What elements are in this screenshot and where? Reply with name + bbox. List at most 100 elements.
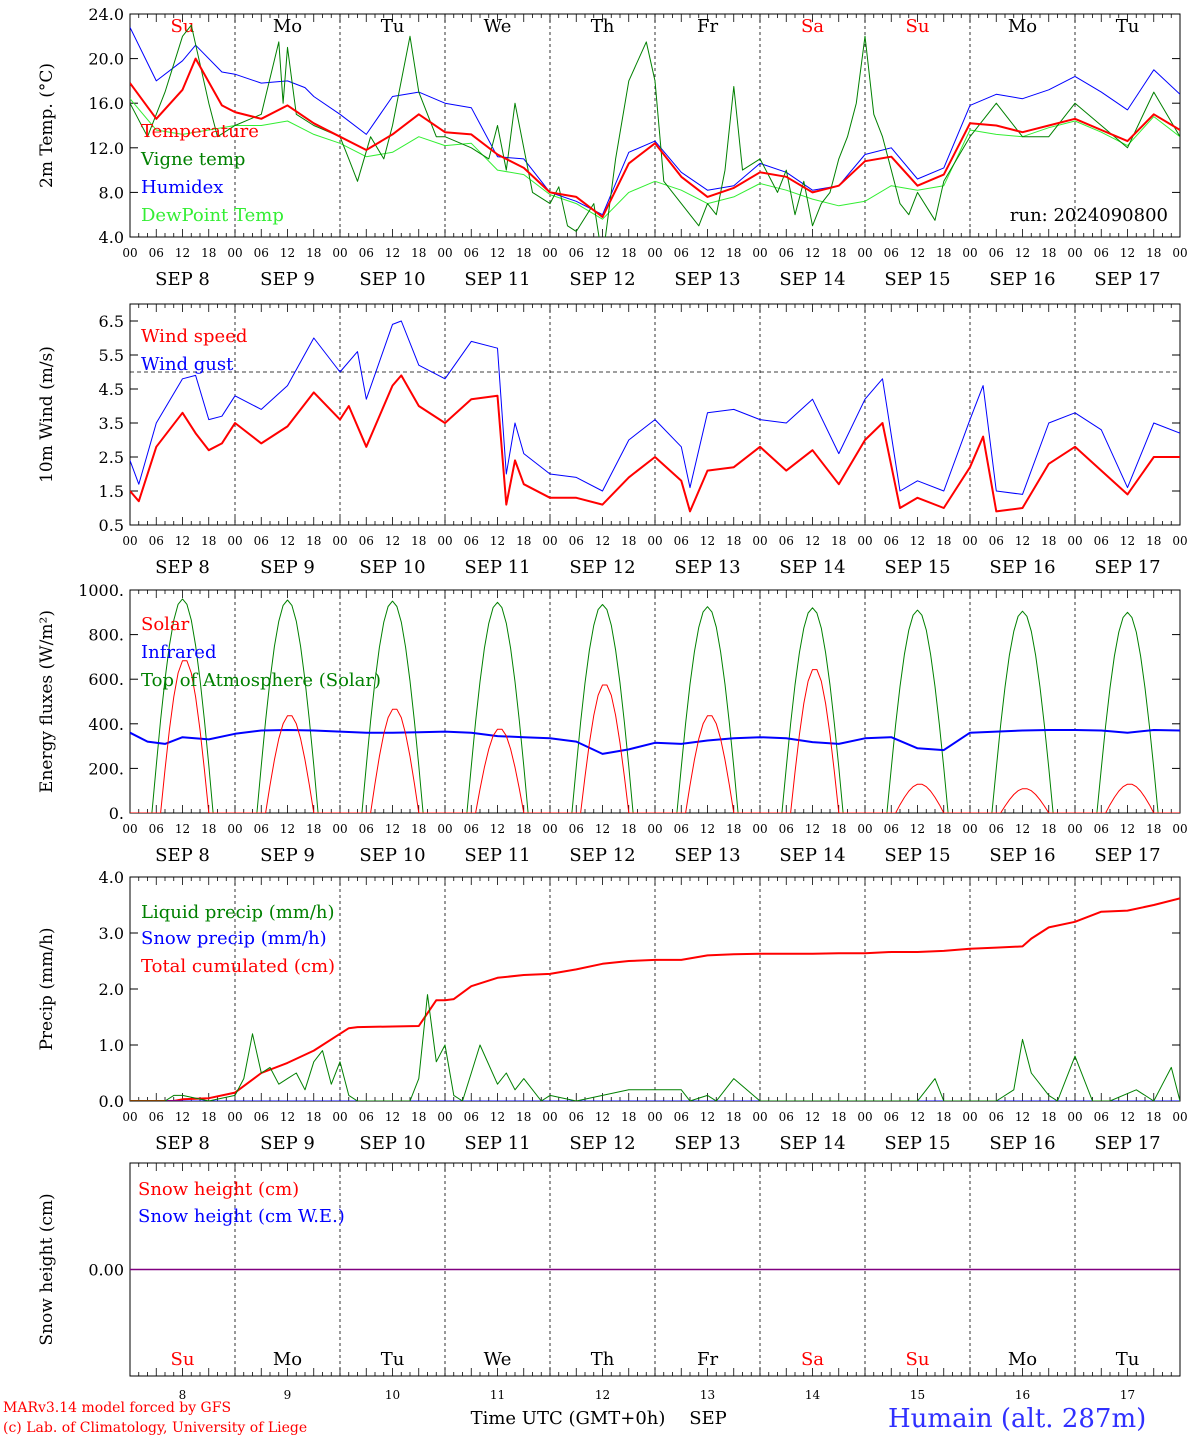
hour-tick-label: 00: [962, 1110, 977, 1124]
hour-tick-label: 18: [1146, 246, 1161, 260]
hour-tick-label: 06: [1094, 246, 1109, 260]
hour-tick-label: 18: [831, 1110, 846, 1124]
hour-tick-label: 12: [700, 534, 715, 548]
hour-tick-label: 00: [752, 246, 767, 260]
date-label: SEP 12: [569, 557, 635, 578]
hour-tick-label: 18: [831, 822, 846, 836]
hour-tick-label: 18: [1041, 822, 1056, 836]
date-label: SEP 12: [569, 845, 635, 866]
y-tick-label: 12.0: [88, 139, 124, 158]
series-line: [130, 27, 1180, 216]
series-line: [130, 57, 1180, 218]
hour-tick-label: 18: [831, 534, 846, 548]
hour-tick-label: 12: [805, 822, 820, 836]
y-tick-label: 600.: [88, 670, 124, 689]
hour-tick-label: 18: [936, 246, 951, 260]
date-label: SEP 8: [155, 845, 210, 866]
day-number-label: 14: [805, 1388, 821, 1402]
weekday-label: Tu: [1116, 16, 1140, 37]
date-label: SEP 11: [464, 557, 530, 578]
hour-tick-label: 06: [254, 534, 269, 548]
hour-tick-label: 18: [936, 1110, 951, 1124]
hour-tick-label: 18: [516, 534, 531, 548]
weekday-label: Su: [906, 1349, 930, 1370]
hour-tick-label: 06: [149, 534, 164, 548]
hour-tick-label: 18: [621, 246, 636, 260]
date-label: SEP 11: [464, 845, 530, 866]
y-axis-label: Precip (mm/h): [37, 927, 57, 1050]
hour-tick-label: 12: [175, 534, 190, 548]
hour-tick-label: 06: [149, 1110, 164, 1124]
weekday-label: Sa: [801, 16, 824, 37]
date-label: SEP 9: [260, 845, 315, 866]
hour-tick-label: 06: [254, 822, 269, 836]
hour-tick-label: 18: [516, 1110, 531, 1124]
hour-tick-label: 00: [542, 1110, 557, 1124]
hour-tick-label: 12: [910, 822, 925, 836]
date-label: SEP 10: [359, 269, 425, 290]
y-tick-label: 3.5: [99, 414, 124, 433]
hour-tick-label: 00: [752, 1110, 767, 1124]
hour-tick-label: 00: [752, 822, 767, 836]
legend-entry: Wind gust: [141, 354, 234, 375]
y-tick-label: 16.0: [88, 94, 124, 113]
date-label: SEP 11: [464, 1133, 530, 1154]
hour-tick-label: 06: [1094, 534, 1109, 548]
x-axis-month: SEP: [689, 1408, 727, 1429]
y-axis-label: Snow height (cm): [37, 1193, 57, 1345]
weekday-label: Mo: [273, 16, 302, 37]
hour-tick-label: 18: [411, 1110, 426, 1124]
hour-tick-label: 18: [1146, 534, 1161, 548]
hour-tick-label: 06: [674, 534, 689, 548]
hour-tick-label: 18: [936, 534, 951, 548]
legend-entry: Top of Atmosphere (Solar): [141, 670, 381, 691]
weekday-label: We: [484, 16, 512, 37]
hour-tick-label: 12: [1015, 534, 1030, 548]
hour-tick-label: 00: [227, 534, 242, 548]
date-label: SEP 14: [779, 269, 845, 290]
y-tick-label: 3.0: [99, 924, 124, 943]
hour-tick-label: 06: [569, 534, 584, 548]
hour-tick-label: 18: [621, 1110, 636, 1124]
legend-entry: Total cumulated (cm): [141, 956, 335, 977]
hour-tick-label: 00: [647, 822, 662, 836]
hour-tick-label: 12: [280, 534, 295, 548]
chart-panel-4: 0.0 1.0 2.0 3.0 4.0 Precip (mm/h) 00 06 12 18 00 06…: [37, 868, 1188, 1154]
weekday-label: Fr: [697, 16, 718, 37]
hour-tick-label: 12: [175, 246, 190, 260]
date-label: SEP 14: [779, 845, 845, 866]
hour-tick-label: 06: [884, 822, 899, 836]
hour-tick-label: 12: [595, 246, 610, 260]
hour-tick-label: 18: [726, 1110, 741, 1124]
hour-tick-label: 00: [1172, 246, 1187, 260]
hour-tick-label: 18: [621, 822, 636, 836]
hour-tick-label: 12: [805, 1110, 820, 1124]
footer-model-credit: MARv3.14 model forced by GFS: [3, 1400, 232, 1416]
legend-entry: Humidex: [141, 177, 223, 198]
hour-tick-label: 12: [700, 822, 715, 836]
footer-station-name: Humain (alt. 287m): [888, 1404, 1147, 1434]
hour-tick-label: 06: [884, 1110, 899, 1124]
weekday-label: Th: [591, 16, 615, 37]
hour-tick-label: 12: [280, 822, 295, 836]
hour-tick-label: 00: [227, 246, 242, 260]
y-tick-label: 8.0: [99, 183, 124, 202]
hour-tick-label: 00: [647, 534, 662, 548]
hour-tick-label: 00: [1067, 534, 1082, 548]
weekday-label: Tu: [381, 1349, 405, 1370]
day-number-label: 11: [490, 1388, 505, 1402]
weekday-label: Mo: [1008, 1349, 1037, 1370]
y-tick-label: 0.0: [99, 1092, 124, 1111]
legend-entry: Liquid precip (mm/h): [141, 902, 335, 923]
hour-tick-label: 00: [437, 246, 452, 260]
date-label: SEP 10: [359, 557, 425, 578]
hour-tick-label: 12: [280, 246, 295, 260]
hour-tick-label: 00: [962, 822, 977, 836]
hour-tick-label: 00: [122, 1110, 137, 1124]
day-number-label: 15: [910, 1388, 925, 1402]
date-label: SEP 17: [1094, 1133, 1160, 1154]
hour-tick-label: 12: [385, 1110, 400, 1124]
hour-tick-label: 18: [516, 246, 531, 260]
y-tick-label: 200.: [88, 759, 124, 778]
